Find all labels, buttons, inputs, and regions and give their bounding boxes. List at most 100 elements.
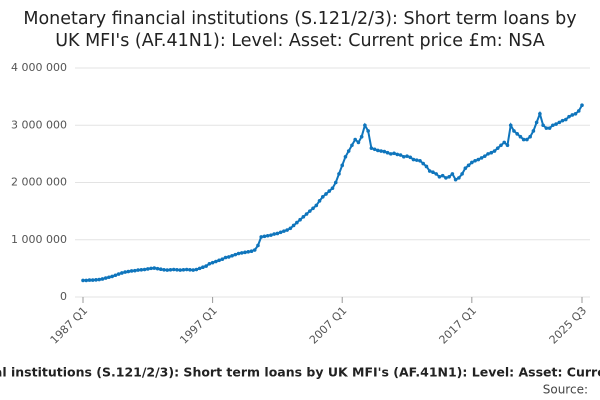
- data-point: [447, 174, 451, 179]
- data-point: [563, 117, 568, 122]
- data-point: [230, 253, 234, 258]
- data-point: [444, 176, 448, 180]
- data-point: [220, 257, 225, 262]
- data-point: [103, 276, 108, 280]
- data-point: [528, 134, 532, 139]
- data-point: [116, 272, 121, 276]
- data-point: [107, 275, 111, 280]
- data-point: [210, 260, 215, 265]
- data-point: [518, 134, 523, 139]
- data-point: [207, 261, 212, 266]
- x-tick-label: 2017 Q1: [437, 304, 480, 347]
- data-point: [259, 235, 264, 239]
- data-point: [304, 212, 309, 216]
- data-point: [405, 154, 409, 158]
- data-point: [560, 118, 565, 123]
- data-point: [256, 243, 260, 248]
- data-point: [120, 271, 124, 275]
- data-point: [81, 278, 85, 283]
- data-point: [525, 137, 529, 142]
- data-point: [414, 158, 419, 162]
- data-point: [353, 137, 357, 142]
- data-point: [398, 153, 403, 157]
- x-tick-label: 1987 Q1: [48, 304, 91, 347]
- data-point: [521, 137, 526, 142]
- data-point: [152, 266, 157, 270]
- data-point: [162, 268, 166, 272]
- data-point: [366, 129, 370, 133]
- data-point: [246, 249, 251, 254]
- data-point: [314, 203, 319, 208]
- data-point: [298, 217, 302, 222]
- data-point: [249, 249, 254, 253]
- data-point: [295, 220, 299, 225]
- data-point: [440, 173, 445, 178]
- data-point: [401, 154, 406, 159]
- data-point: [136, 268, 140, 272]
- data-point: [214, 259, 218, 264]
- data-point: [482, 154, 487, 158]
- x-axis-label: Monetary financial institutions (S.121/2…: [0, 365, 600, 380]
- data-point: [188, 268, 192, 272]
- data-point: [204, 264, 208, 268]
- data-point: [291, 223, 296, 228]
- data-point: [385, 150, 390, 155]
- y-tick-label: 4 000 000: [11, 61, 67, 74]
- data-point: [201, 265, 205, 270]
- data-point: [463, 166, 468, 170]
- data-point: [356, 140, 361, 145]
- data-point: [327, 189, 332, 193]
- data-point: [505, 143, 510, 148]
- x-tick-label: 2025 Q3: [547, 304, 590, 347]
- data-point: [431, 170, 435, 174]
- data-point: [424, 164, 429, 169]
- data-point: [350, 143, 354, 148]
- data-point: [379, 149, 383, 153]
- data-point: [236, 251, 241, 256]
- data-point: [382, 149, 387, 154]
- data-point: [194, 267, 199, 272]
- data-point: [427, 169, 432, 173]
- data-point: [239, 251, 244, 255]
- data-point: [567, 114, 571, 119]
- data-point: [346, 149, 351, 153]
- data-point: [181, 268, 186, 272]
- data-point: [278, 230, 283, 235]
- y-tick-label: 2 000 000: [11, 176, 67, 189]
- data-point: [129, 269, 134, 273]
- data-point: [320, 195, 325, 199]
- data-point: [133, 268, 137, 273]
- data-point: [421, 161, 426, 166]
- data-point: [272, 232, 276, 236]
- data-point: [139, 268, 144, 272]
- data-point: [149, 266, 153, 271]
- data-point: [110, 274, 114, 279]
- data-point: [466, 163, 471, 168]
- data-point: [275, 231, 280, 236]
- data-point: [499, 143, 503, 148]
- data-point: [308, 209, 312, 213]
- data-point: [376, 148, 380, 153]
- data-point: [554, 122, 558, 126]
- data-point: [492, 149, 497, 153]
- data-point: [450, 172, 455, 176]
- data-point: [343, 154, 348, 159]
- data-point: [570, 113, 575, 117]
- data-point: [252, 248, 257, 252]
- data-point: [541, 123, 545, 128]
- data-point: [531, 129, 536, 133]
- data-point: [94, 278, 98, 282]
- data-point: [97, 277, 102, 282]
- data-point: [233, 252, 238, 257]
- data-point: [113, 273, 118, 278]
- data-point: [479, 156, 484, 160]
- data-point: [90, 278, 95, 282]
- data-point: [544, 126, 549, 130]
- data-point: [269, 233, 273, 237]
- data-point: [408, 155, 413, 160]
- data-point: [178, 268, 183, 272]
- data-point: [411, 157, 416, 162]
- data-point: [282, 229, 286, 233]
